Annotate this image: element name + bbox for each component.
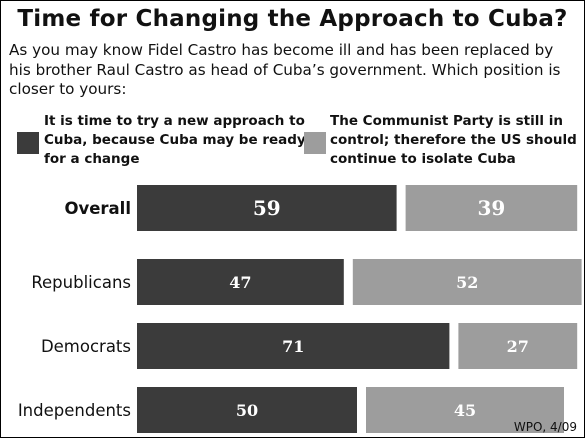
category-label-democrats: Democrats xyxy=(41,337,131,356)
data-label-overall-series-1: 59 xyxy=(253,196,281,220)
category-label-independents: Independents xyxy=(18,401,131,420)
data-label-independents-series-2: 45 xyxy=(454,401,476,420)
chart-subtitle: As you may know Fidel Castro has become … xyxy=(9,41,561,98)
data-label-republicans-series-1: 47 xyxy=(229,273,251,292)
bar-republicans-series-1 xyxy=(137,259,344,305)
bar-democrats-series-1 xyxy=(137,323,450,369)
data-label-independents-series-1: 50 xyxy=(236,401,258,420)
legend-swatch-new-approach xyxy=(17,132,39,154)
bar-independents-series-2 xyxy=(366,387,564,433)
legend-label-isolate: The Communist Party is still in control;… xyxy=(330,113,577,167)
bar-democrats-series-2 xyxy=(458,323,578,369)
data-label-republicans-series-2: 52 xyxy=(456,273,478,292)
bar-overall-series-2 xyxy=(405,185,578,231)
data-label-overall-series-2: 39 xyxy=(477,196,505,220)
bar-republicans-series-2 xyxy=(352,259,582,305)
category-label-republicans: Republicans xyxy=(31,273,131,292)
source-note: WPO, 4/09 xyxy=(513,420,577,434)
data-label-democrats-series-1: 71 xyxy=(282,337,304,356)
category-label-overall: Overall xyxy=(64,199,131,218)
legend-label-new-approach: It is time to try a new approach to Cuba… xyxy=(44,113,306,167)
bar-independents-series-1 xyxy=(137,387,357,433)
bar-overall-series-1 xyxy=(137,185,397,231)
chart-title: Time for Changing the Approach to Cuba? xyxy=(17,6,568,32)
legend-swatch-isolate xyxy=(304,132,326,154)
data-label-democrats-series-2: 27 xyxy=(507,337,529,356)
